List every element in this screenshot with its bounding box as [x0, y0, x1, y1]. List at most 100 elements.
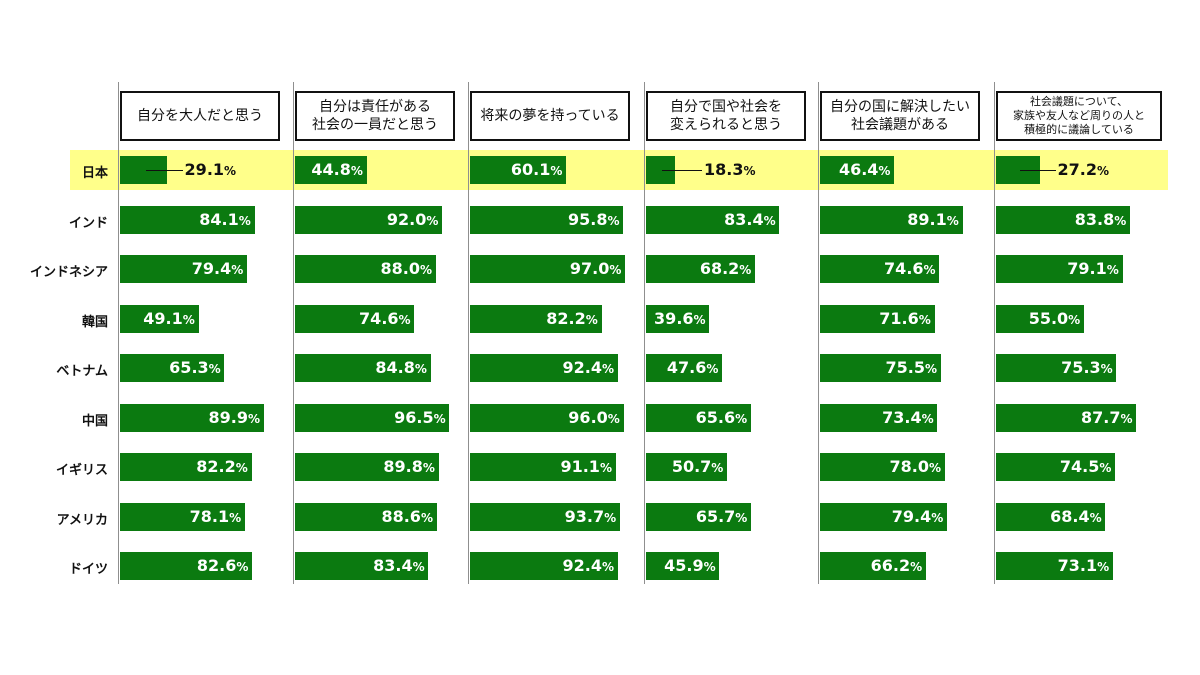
- bar: [996, 205, 1131, 234]
- data-label: 66.2%: [871, 552, 923, 580]
- column-header: 自分を大人だと思う: [120, 91, 280, 141]
- category-label: イギリス: [55, 463, 108, 478]
- data-label-value: 82.2: [196, 457, 236, 476]
- data-label-value: 73.1: [1057, 556, 1098, 575]
- data-label-unit: %: [924, 362, 938, 376]
- data-label: 27.2%: [1058, 156, 1110, 184]
- data-label-unit: %: [763, 213, 776, 228]
- bar: [120, 552, 253, 580]
- data-label-value: 82.2: [546, 308, 586, 328]
- data-label-unit: %: [1097, 164, 1110, 178]
- data-label-unit: %: [706, 362, 719, 376]
- data-label-unit: %: [248, 411, 261, 426]
- data-label-value: 74.6: [359, 308, 399, 328]
- data-label: 78.0%: [890, 453, 942, 481]
- data-label-unit: %: [739, 263, 752, 277]
- data-label-value: 83.4: [373, 556, 413, 575]
- data-label-unit: %: [420, 510, 433, 525]
- data-label-unit: %: [550, 164, 563, 178]
- data-label-value: 18.3: [704, 160, 744, 179]
- bar: [295, 156, 367, 184]
- data-label: 82.2%: [546, 305, 598, 333]
- data-label-unit: %: [878, 164, 891, 178]
- data-label: 95.8%: [568, 206, 620, 234]
- data-label-value: 92.4: [562, 556, 603, 575]
- bar: [646, 453, 728, 481]
- data-label-unit: %: [1089, 510, 1102, 525]
- data-label-unit: %: [412, 560, 425, 574]
- bar: [470, 453, 616, 481]
- data-label-value: 84.1: [199, 209, 239, 229]
- category-label: ドイツ: [68, 562, 108, 577]
- data-label: 73.4%: [882, 404, 934, 432]
- data-label-value: 65.7: [695, 506, 736, 526]
- data-label: 47.6%: [667, 354, 719, 382]
- label-connector: [662, 170, 702, 171]
- data-label: 83.8%: [1075, 206, 1127, 234]
- data-label: 89.1%: [907, 206, 959, 234]
- data-label-value: 45.9: [664, 556, 704, 575]
- data-label-unit: %: [433, 411, 446, 426]
- data-label-value: 95.8: [567, 209, 608, 229]
- bar: [646, 552, 720, 580]
- data-label-unit: %: [602, 362, 615, 376]
- category-label: 韓国: [81, 314, 108, 330]
- data-label-value: 60.1: [510, 160, 551, 179]
- bar: [646, 255, 756, 283]
- data-label: 84.8%: [375, 354, 427, 382]
- bar: [120, 304, 199, 333]
- data-label-value: 75.3: [1061, 358, 1101, 377]
- data-label-value: 73.4: [882, 407, 922, 427]
- data-label: 74.6%: [359, 305, 411, 333]
- data-label: 96.0%: [568, 404, 620, 432]
- column-gridline: [994, 82, 995, 584]
- data-label-unit: %: [607, 213, 620, 228]
- data-label-value: 91.1: [560, 457, 600, 476]
- bar: [470, 552, 618, 580]
- data-label: 93.7%: [565, 503, 617, 531]
- bar: [646, 205, 780, 234]
- data-label-unit: %: [398, 312, 411, 327]
- data-label-value: 96.0: [568, 407, 608, 427]
- column-gridline: [293, 82, 294, 584]
- bar: [120, 354, 225, 382]
- bar: [820, 304, 935, 333]
- data-label-unit: %: [599, 461, 612, 475]
- bar: [996, 502, 1106, 531]
- data-label-value: 50.7: [671, 457, 712, 476]
- bar: [470, 354, 618, 382]
- data-label-unit: %: [585, 312, 598, 327]
- data-label-value: 78.1: [189, 506, 230, 526]
- data-label-value: 89.8: [383, 457, 423, 476]
- bar: [120, 255, 248, 283]
- data-label-value: 89.1: [907, 209, 947, 229]
- data-label-value: 83.8: [1074, 209, 1115, 229]
- data-label-value: 74.6: [884, 259, 924, 278]
- data-label: 92.4%: [563, 552, 615, 580]
- data-label-value: 39.6: [654, 308, 694, 328]
- bar: [120, 403, 264, 432]
- data-label-unit: %: [693, 312, 706, 327]
- bar: [820, 453, 945, 481]
- data-label: 65.6%: [696, 404, 748, 432]
- data-label-value: 66.2: [870, 556, 911, 575]
- bar: [646, 502, 752, 531]
- data-label: 91.1%: [560, 453, 612, 481]
- data-label: 18.3%: [704, 156, 756, 184]
- data-label: 65.7%: [696, 503, 748, 531]
- data-label: 50.7%: [672, 453, 724, 481]
- bar: [996, 255, 1123, 283]
- data-label-unit: %: [1100, 362, 1113, 376]
- data-label: 92.0%: [387, 206, 439, 234]
- data-label-value: 79.4: [891, 506, 932, 526]
- data-label-value: 49.1: [143, 308, 183, 328]
- bar: [646, 304, 710, 333]
- data-label-unit: %: [910, 560, 923, 574]
- data-label-unit: %: [735, 411, 748, 426]
- data-label: 82.6%: [197, 552, 249, 580]
- data-label: 79.1%: [1067, 255, 1119, 283]
- data-label-unit: %: [1068, 312, 1081, 327]
- bar: [470, 255, 626, 283]
- bar: [295, 403, 450, 432]
- data-label: 89.8%: [383, 453, 435, 481]
